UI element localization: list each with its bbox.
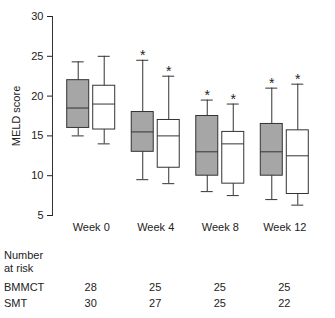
html-text:22: 22 <box>278 297 291 309</box>
svg-text:*: * <box>269 75 275 91</box>
html-text:28: 28 <box>84 281 97 293</box>
svg-text:MELD score: MELD score <box>10 86 22 147</box>
html-text:25: 25 <box>149 281 162 293</box>
svg-text:Week 0: Week 0 <box>73 221 110 233</box>
html-text:BMMCT: BMMCT <box>4 281 45 293</box>
html-text:30: 30 <box>84 297 97 309</box>
svg-text:10: 10 <box>31 169 43 181</box>
svg-text:*: * <box>205 87 211 103</box>
svg-text:*: * <box>231 91 237 107</box>
html-text:25: 25 <box>278 281 291 293</box>
html-text:Number at risk: Number at risk <box>4 249 44 274</box>
html-text:SMT: SMT <box>4 297 28 309</box>
svg-text:15: 15 <box>31 129 43 141</box>
svg-text:Week 8: Week 8 <box>202 221 239 233</box>
html-text:25: 25 <box>213 297 226 309</box>
svg-text:30: 30 <box>31 10 43 22</box>
svg-text:20: 20 <box>31 90 43 102</box>
svg-text:*: * <box>295 71 301 87</box>
svg-text:*: * <box>140 47 146 63</box>
svg-text:5: 5 <box>37 209 43 221</box>
html-text:25: 25 <box>213 281 226 293</box>
svg-text:Week 4: Week 4 <box>137 221 174 233</box>
svg-text:25: 25 <box>31 50 43 62</box>
svg-text:Week 12: Week 12 <box>263 221 306 233</box>
svg-text:*: * <box>166 63 172 79</box>
html-text:27: 27 <box>149 297 162 309</box>
